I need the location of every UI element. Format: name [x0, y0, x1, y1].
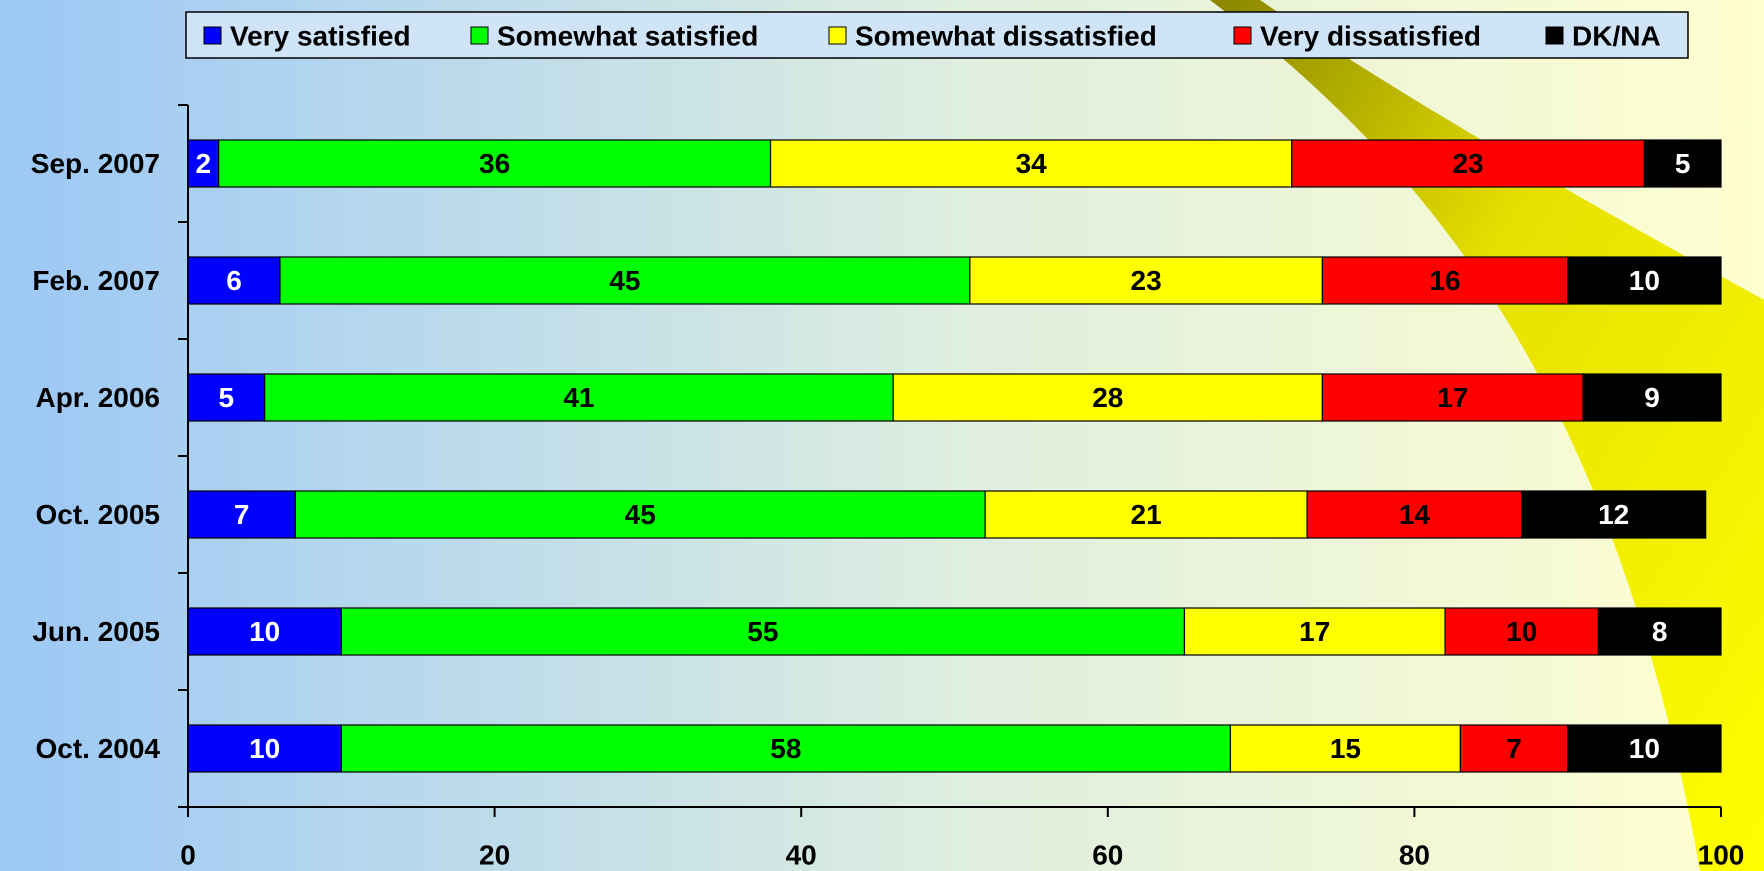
legend-swatch	[1545, 26, 1564, 45]
data-label: 14	[1399, 499, 1431, 530]
bar-segment	[1321, 373, 1584, 422]
bar-segment	[1567, 724, 1722, 773]
bar-segment	[1459, 724, 1569, 773]
bar-segment	[1306, 490, 1523, 539]
data-label: 23	[1131, 265, 1162, 296]
bar-segment	[892, 373, 1324, 422]
legend-label: DK/NA	[1572, 21, 1661, 52]
data-label: 6	[226, 265, 242, 296]
data-label: 12	[1598, 499, 1629, 530]
y-tick-label: Feb. 2007	[32, 265, 160, 296]
data-label: 36	[479, 148, 510, 179]
data-label: 10	[1629, 733, 1660, 764]
bar-segment	[1183, 607, 1446, 656]
bar-segment	[340, 607, 1186, 656]
y-tick-label: Sep. 2007	[31, 148, 160, 179]
data-label: 7	[234, 499, 250, 530]
x-tick-label: 60	[1092, 840, 1123, 871]
bar-segment	[187, 139, 220, 188]
bar-segment	[1643, 139, 1722, 188]
legend-label: Somewhat satisfied	[497, 21, 758, 52]
y-tick-label: Apr. 2006	[35, 382, 160, 413]
legend-swatch	[470, 26, 489, 45]
data-label: 9	[1644, 382, 1660, 413]
legend-swatch	[1233, 26, 1252, 45]
legend-label: Very dissatisfied	[1260, 21, 1481, 52]
data-label: 2	[196, 148, 212, 179]
legend-label: Very satisfied	[230, 21, 411, 52]
data-label: 15	[1330, 733, 1361, 764]
bar-segment	[769, 139, 1293, 188]
bar-segment	[1521, 490, 1707, 539]
x-tick-label: 0	[180, 840, 196, 871]
bar-segment	[218, 139, 772, 188]
data-label: 10	[1629, 265, 1660, 296]
bar-segment	[1291, 139, 1645, 188]
bar-segment	[1229, 724, 1461, 773]
data-label: 41	[563, 382, 594, 413]
data-label: 45	[625, 499, 656, 530]
bar-segment	[187, 256, 281, 305]
data-label: 28	[1092, 382, 1123, 413]
data-label: 16	[1429, 265, 1460, 296]
y-tick-label: Oct. 2004	[35, 733, 160, 764]
y-tick-label: Jun. 2005	[32, 616, 160, 647]
data-label: 55	[747, 616, 778, 647]
data-label: 21	[1131, 499, 1162, 530]
data-label: 23	[1452, 148, 1483, 179]
bar-segment	[1597, 607, 1722, 656]
data-label: 7	[1506, 733, 1522, 764]
bar-segment	[1444, 607, 1599, 656]
bar-segment	[340, 724, 1232, 773]
data-label: 58	[770, 733, 801, 764]
data-label: 5	[1675, 148, 1691, 179]
data-label: 17	[1299, 616, 1330, 647]
legend-swatch	[203, 26, 222, 45]
bar-segment	[969, 256, 1324, 305]
data-label: 5	[219, 382, 235, 413]
data-label: 8	[1652, 616, 1668, 647]
data-label: 10	[249, 733, 280, 764]
bar-segment	[294, 490, 986, 539]
legend-swatch	[828, 26, 847, 45]
legend-box	[185, 11, 1689, 59]
x-tick-label: 20	[479, 840, 510, 871]
data-label: 17	[1437, 382, 1468, 413]
legend-label: Somewhat dissatisfied	[855, 21, 1157, 52]
data-label: 10	[249, 616, 280, 647]
data-label: 45	[609, 265, 640, 296]
bar-segment	[1582, 373, 1722, 422]
data-label: 34	[1016, 148, 1048, 179]
x-tick-label: 80	[1399, 840, 1430, 871]
y-tick-label: Oct. 2005	[35, 499, 160, 530]
bar-segment	[1567, 256, 1722, 305]
data-label: 10	[1506, 616, 1537, 647]
bar-segment	[187, 724, 342, 773]
x-tick-label: 100	[1698, 840, 1745, 871]
x-tick-label: 40	[786, 840, 817, 871]
bar-segment	[1321, 256, 1569, 305]
bar-segment	[279, 256, 971, 305]
